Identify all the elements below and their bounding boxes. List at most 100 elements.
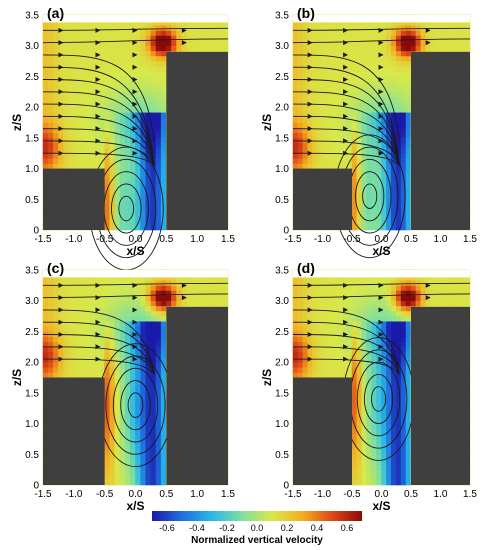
field-cell: [63, 30, 69, 36]
field-cell: [130, 81, 136, 87]
field-cell: [140, 443, 147, 450]
field-cell: [395, 76, 402, 82]
field-cell: [160, 127, 167, 134]
field-cell: [356, 204, 363, 210]
field-cell: [42, 274, 49, 281]
field-cell: [351, 91, 358, 98]
field-cell: [351, 198, 358, 205]
field-cell: [160, 407, 167, 414]
field-cell: [104, 315, 111, 322]
field-cell: [366, 147, 372, 154]
field-cell: [119, 464, 126, 470]
field-cell: [124, 438, 131, 445]
field-cell: [366, 224, 372, 231]
field-cell: [410, 24, 417, 31]
field-cell: [130, 152, 136, 159]
field-cell: [332, 147, 338, 154]
field-cell: [302, 132, 309, 139]
field-cell: [297, 372, 304, 378]
field-cell: [366, 76, 372, 82]
field-cell: [94, 285, 100, 291]
field-cell: [307, 96, 313, 103]
field-cell: [88, 331, 95, 337]
field-cell: [109, 40, 116, 47]
field-cell: [140, 158, 147, 164]
field-cell: [119, 168, 126, 174]
field-cell: [312, 96, 318, 103]
field-cell: [440, 30, 446, 36]
field-cell: [145, 168, 152, 174]
field-cell: [145, 279, 152, 286]
field-cell: [292, 86, 299, 93]
field-cell: [302, 305, 309, 312]
field-cell: [119, 453, 126, 460]
field-cell: [124, 35, 131, 41]
field-cell: [160, 50, 167, 57]
field-cell: [109, 101, 116, 108]
field-cell: [109, 163, 116, 169]
field-cell: [73, 326, 80, 332]
field-cell: [140, 65, 147, 72]
field-cell: [332, 55, 338, 62]
field-cell: [160, 300, 167, 307]
streamline-arrow: [181, 295, 187, 301]
field-cell: [302, 81, 309, 87]
field-cell: [307, 163, 313, 169]
field-cell: [140, 326, 147, 332]
field-cell: [400, 198, 407, 205]
field-cell: [135, 24, 141, 31]
field-cell: [124, 392, 131, 399]
field-cell: [145, 111, 152, 118]
field-cell: [68, 81, 75, 87]
field-cell: [207, 40, 213, 47]
field-cell: [302, 336, 309, 342]
field-cell: [196, 24, 203, 31]
field-cell: [391, 101, 397, 108]
field-cell: [212, 19, 219, 26]
field-cell: [68, 295, 75, 302]
field-cell: [381, 81, 387, 87]
field-cell: [88, 19, 95, 26]
field-cell: [346, 81, 353, 87]
field-cell: [307, 274, 313, 281]
field-cell: [292, 132, 299, 139]
field-cell: [297, 45, 304, 52]
field-cell: [109, 341, 116, 348]
field-cell: [371, 76, 377, 82]
field-cell: [52, 30, 59, 36]
field-cell: [140, 305, 147, 312]
field-cell: [155, 55, 162, 62]
y-tick-label: 1.0: [25, 164, 39, 175]
field-cell: [109, 320, 116, 327]
field-cell: [332, 81, 338, 87]
field-cell: [99, 30, 105, 36]
field-cell: [124, 413, 131, 419]
field-cell: [297, 40, 304, 47]
field-cell: [307, 300, 313, 307]
field-cell: [312, 142, 318, 149]
field-cell: [150, 351, 157, 358]
field-cell: [114, 152, 121, 159]
streamline-arrow: [58, 282, 64, 288]
field-cell: [292, 366, 299, 373]
field-cell: [322, 35, 328, 41]
streamline-arrow: [343, 77, 349, 82]
field-cell: [47, 300, 54, 307]
field-cell: [302, 147, 309, 154]
field-cell: [155, 40, 162, 47]
field-cell: [155, 132, 162, 139]
field-cell: [94, 24, 100, 31]
field-cell: [114, 387, 121, 394]
field-cell: [135, 193, 141, 200]
field-cell: [68, 300, 75, 307]
streamline-arrow: [132, 356, 138, 362]
field-cell: [160, 413, 167, 419]
field-cell: [395, 219, 402, 226]
field-cell: [386, 127, 392, 134]
field-cell: [104, 198, 111, 205]
field-cell: [332, 71, 338, 77]
field-cell: [58, 305, 64, 312]
field-cell: [312, 361, 318, 368]
field-cell: [58, 315, 64, 322]
field-cell: [145, 285, 152, 291]
